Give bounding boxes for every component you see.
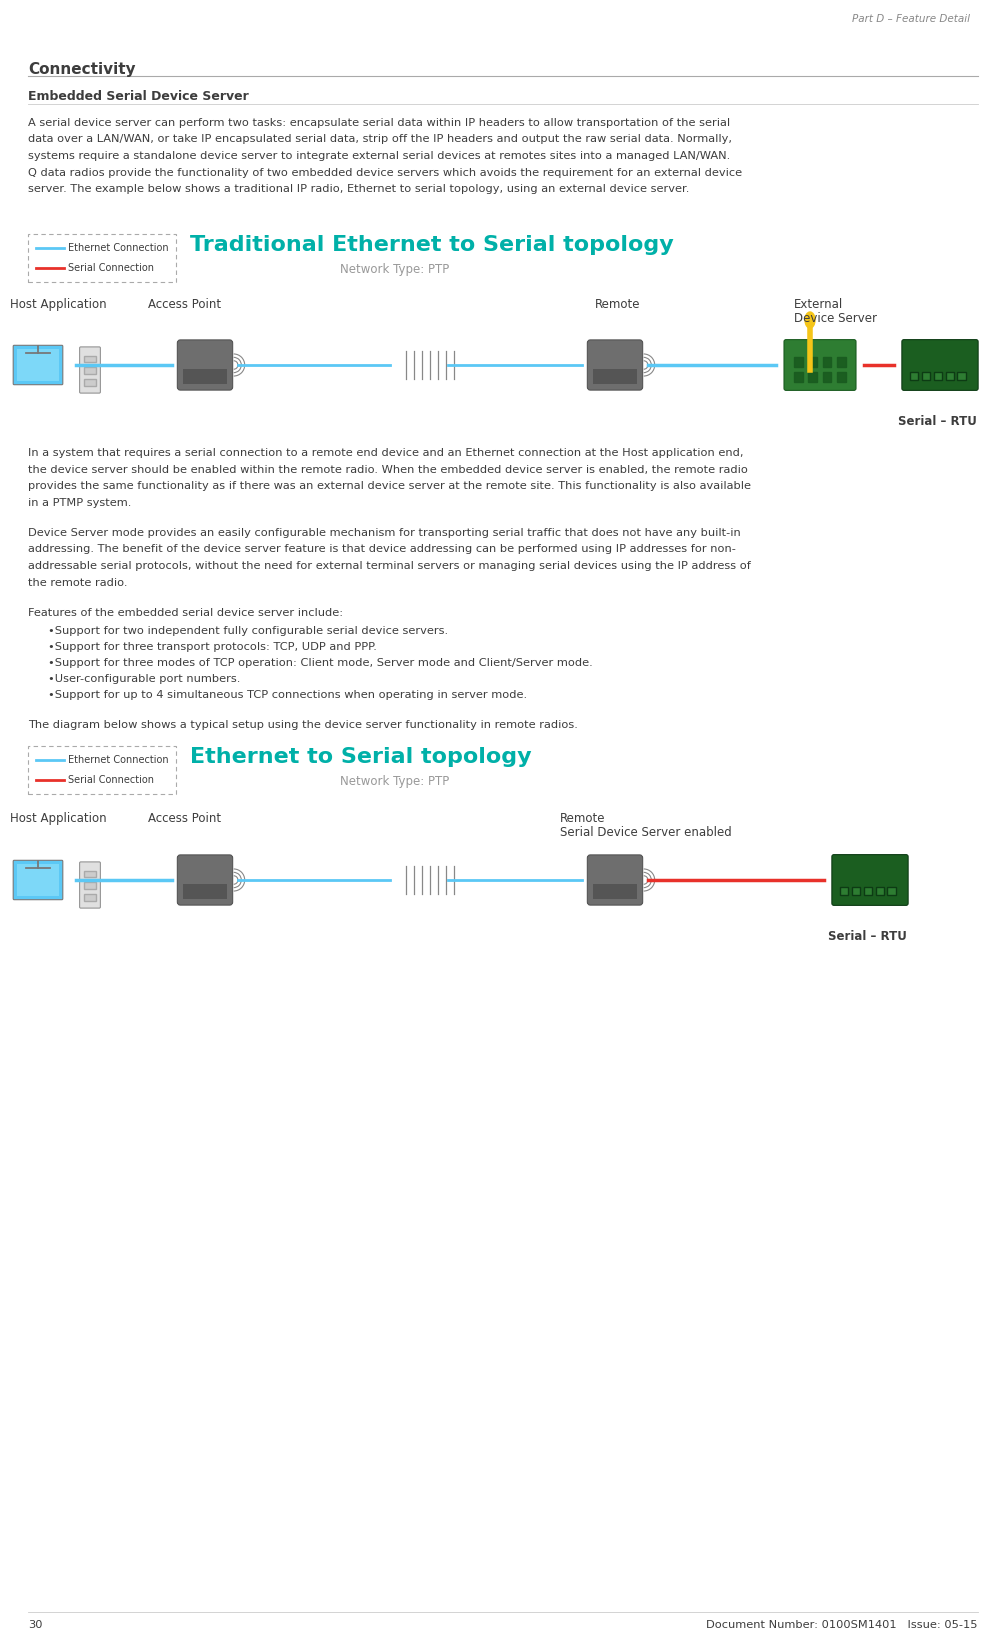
FancyBboxPatch shape: [13, 345, 62, 384]
Text: data over a LAN/WAN, or take IP encapsulated serial data, strip off the IP heade: data over a LAN/WAN, or take IP encapsul…: [28, 134, 732, 144]
FancyBboxPatch shape: [784, 340, 856, 391]
Text: addressable serial protocols, without the need for external terminal servers or : addressable serial protocols, without th…: [28, 561, 751, 571]
Bar: [183, 883, 227, 892]
Bar: [593, 370, 636, 376]
Text: 30: 30: [28, 1620, 42, 1629]
Bar: [593, 378, 636, 384]
Bar: [958, 371, 966, 381]
Text: server. The example below shows a traditional IP radio, Ethernet to serial topol: server. The example below shows a tradit…: [28, 183, 689, 195]
Text: Device Server: Device Server: [794, 312, 877, 326]
FancyBboxPatch shape: [587, 340, 642, 389]
Bar: [83, 882, 96, 890]
Text: Serial – RTU: Serial – RTU: [898, 416, 977, 429]
Text: Ethernet Connection: Ethernet Connection: [68, 244, 169, 254]
Text: •User-configurable port numbers.: •User-configurable port numbers.: [48, 674, 240, 684]
Bar: [83, 368, 96, 375]
Text: In a system that requires a serial connection to a remote end device and an Ethe: In a system that requires a serial conne…: [28, 448, 744, 458]
FancyBboxPatch shape: [587, 856, 642, 905]
Text: •Support for two independent fully configurable serial device servers.: •Support for two independent fully confi…: [48, 627, 448, 636]
FancyBboxPatch shape: [79, 862, 100, 908]
Bar: [83, 355, 96, 362]
Text: addressing. The benefit of the device server feature is that device addressing c: addressing. The benefit of the device se…: [28, 545, 736, 555]
Text: Device Server mode provides an easily configurable mechanism for transporting se: Device Server mode provides an easily co…: [28, 528, 741, 538]
Bar: [28, 746, 176, 793]
Bar: [863, 887, 872, 895]
Text: Ethernet Connection: Ethernet Connection: [68, 754, 169, 766]
FancyBboxPatch shape: [17, 350, 59, 381]
Bar: [28, 234, 176, 281]
Text: Access Point: Access Point: [148, 811, 221, 825]
Text: External: External: [794, 298, 843, 311]
Text: Part D – Feature Detail: Part D – Feature Detail: [852, 15, 970, 25]
Bar: [837, 357, 846, 366]
Text: Q data radios provide the functionality of two embedded device servers which avo: Q data radios provide the functionality …: [28, 167, 742, 177]
Text: Serial – RTU: Serial – RTU: [828, 929, 907, 942]
FancyBboxPatch shape: [13, 861, 62, 900]
FancyBboxPatch shape: [177, 340, 232, 389]
Bar: [823, 371, 831, 383]
Bar: [794, 357, 803, 366]
Bar: [934, 371, 942, 381]
Bar: [910, 371, 919, 381]
Bar: [887, 887, 896, 895]
Text: Connectivity: Connectivity: [28, 62, 136, 77]
Text: systems require a standalone device server to integrate external serial devices : systems require a standalone device serv…: [28, 151, 731, 160]
Text: Document Number: 0100SM1401   Issue: 05-15: Document Number: 0100SM1401 Issue: 05-15: [707, 1620, 978, 1629]
Bar: [808, 357, 817, 366]
Bar: [852, 887, 860, 895]
FancyBboxPatch shape: [79, 347, 100, 393]
Text: in a PTMP system.: in a PTMP system.: [28, 497, 132, 507]
Bar: [946, 371, 954, 381]
Bar: [837, 371, 846, 383]
Text: Serial Connection: Serial Connection: [68, 775, 154, 785]
Text: A serial device server can perform two tasks: encapsulate serial data within IP : A serial device server can perform two t…: [28, 118, 730, 128]
Bar: [840, 887, 848, 895]
Bar: [183, 370, 227, 376]
Bar: [593, 883, 636, 892]
Text: provides the same functionality as if there was an external device server at the: provides the same functionality as if th…: [28, 481, 751, 491]
Bar: [794, 371, 803, 383]
Text: Network Type: PTP: Network Type: PTP: [340, 775, 449, 789]
Bar: [183, 892, 227, 900]
Bar: [83, 380, 96, 386]
Bar: [823, 357, 831, 366]
Text: Embedded Serial Device Server: Embedded Serial Device Server: [28, 90, 249, 103]
Text: •Support for three transport protocols: TCP, UDP and PPP.: •Support for three transport protocols: …: [48, 641, 377, 653]
Text: •Support for three modes of TCP operation: Client mode, Server mode and Client/S: •Support for three modes of TCP operatio…: [48, 658, 593, 667]
Bar: [593, 892, 636, 900]
Text: the remote radio.: the remote radio.: [28, 578, 128, 587]
Text: Remote: Remote: [595, 298, 640, 311]
Ellipse shape: [805, 312, 815, 327]
Text: Features of the embedded serial device server include:: Features of the embedded serial device s…: [28, 609, 343, 618]
Bar: [875, 887, 884, 895]
FancyBboxPatch shape: [17, 864, 59, 895]
Text: •Support for up to 4 simultaneous TCP connections when operating in server mode.: •Support for up to 4 simultaneous TCP co…: [48, 690, 528, 700]
Text: Serial Device Server enabled: Serial Device Server enabled: [560, 826, 732, 839]
FancyBboxPatch shape: [177, 856, 232, 905]
Bar: [808, 371, 817, 383]
Text: Network Type: PTP: Network Type: PTP: [340, 263, 449, 276]
Text: the device server should be enabled within the remote radio. When the embedded d: the device server should be enabled with…: [28, 465, 748, 474]
Text: The diagram below shows a typical setup using the device server functionality in: The diagram below shows a typical setup …: [28, 720, 578, 730]
Text: Host Application: Host Application: [10, 298, 107, 311]
Bar: [83, 870, 96, 877]
Text: Host Application: Host Application: [10, 811, 107, 825]
FancyBboxPatch shape: [832, 854, 909, 905]
Text: Access Point: Access Point: [148, 298, 221, 311]
Text: Remote: Remote: [560, 811, 605, 825]
Text: Ethernet to Serial topology: Ethernet to Serial topology: [190, 748, 532, 767]
Text: Serial Connection: Serial Connection: [68, 263, 154, 273]
FancyBboxPatch shape: [901, 340, 978, 391]
Bar: [183, 378, 227, 384]
Text: Traditional Ethernet to Serial topology: Traditional Ethernet to Serial topology: [190, 236, 673, 255]
Bar: [83, 895, 96, 901]
Bar: [922, 371, 931, 381]
